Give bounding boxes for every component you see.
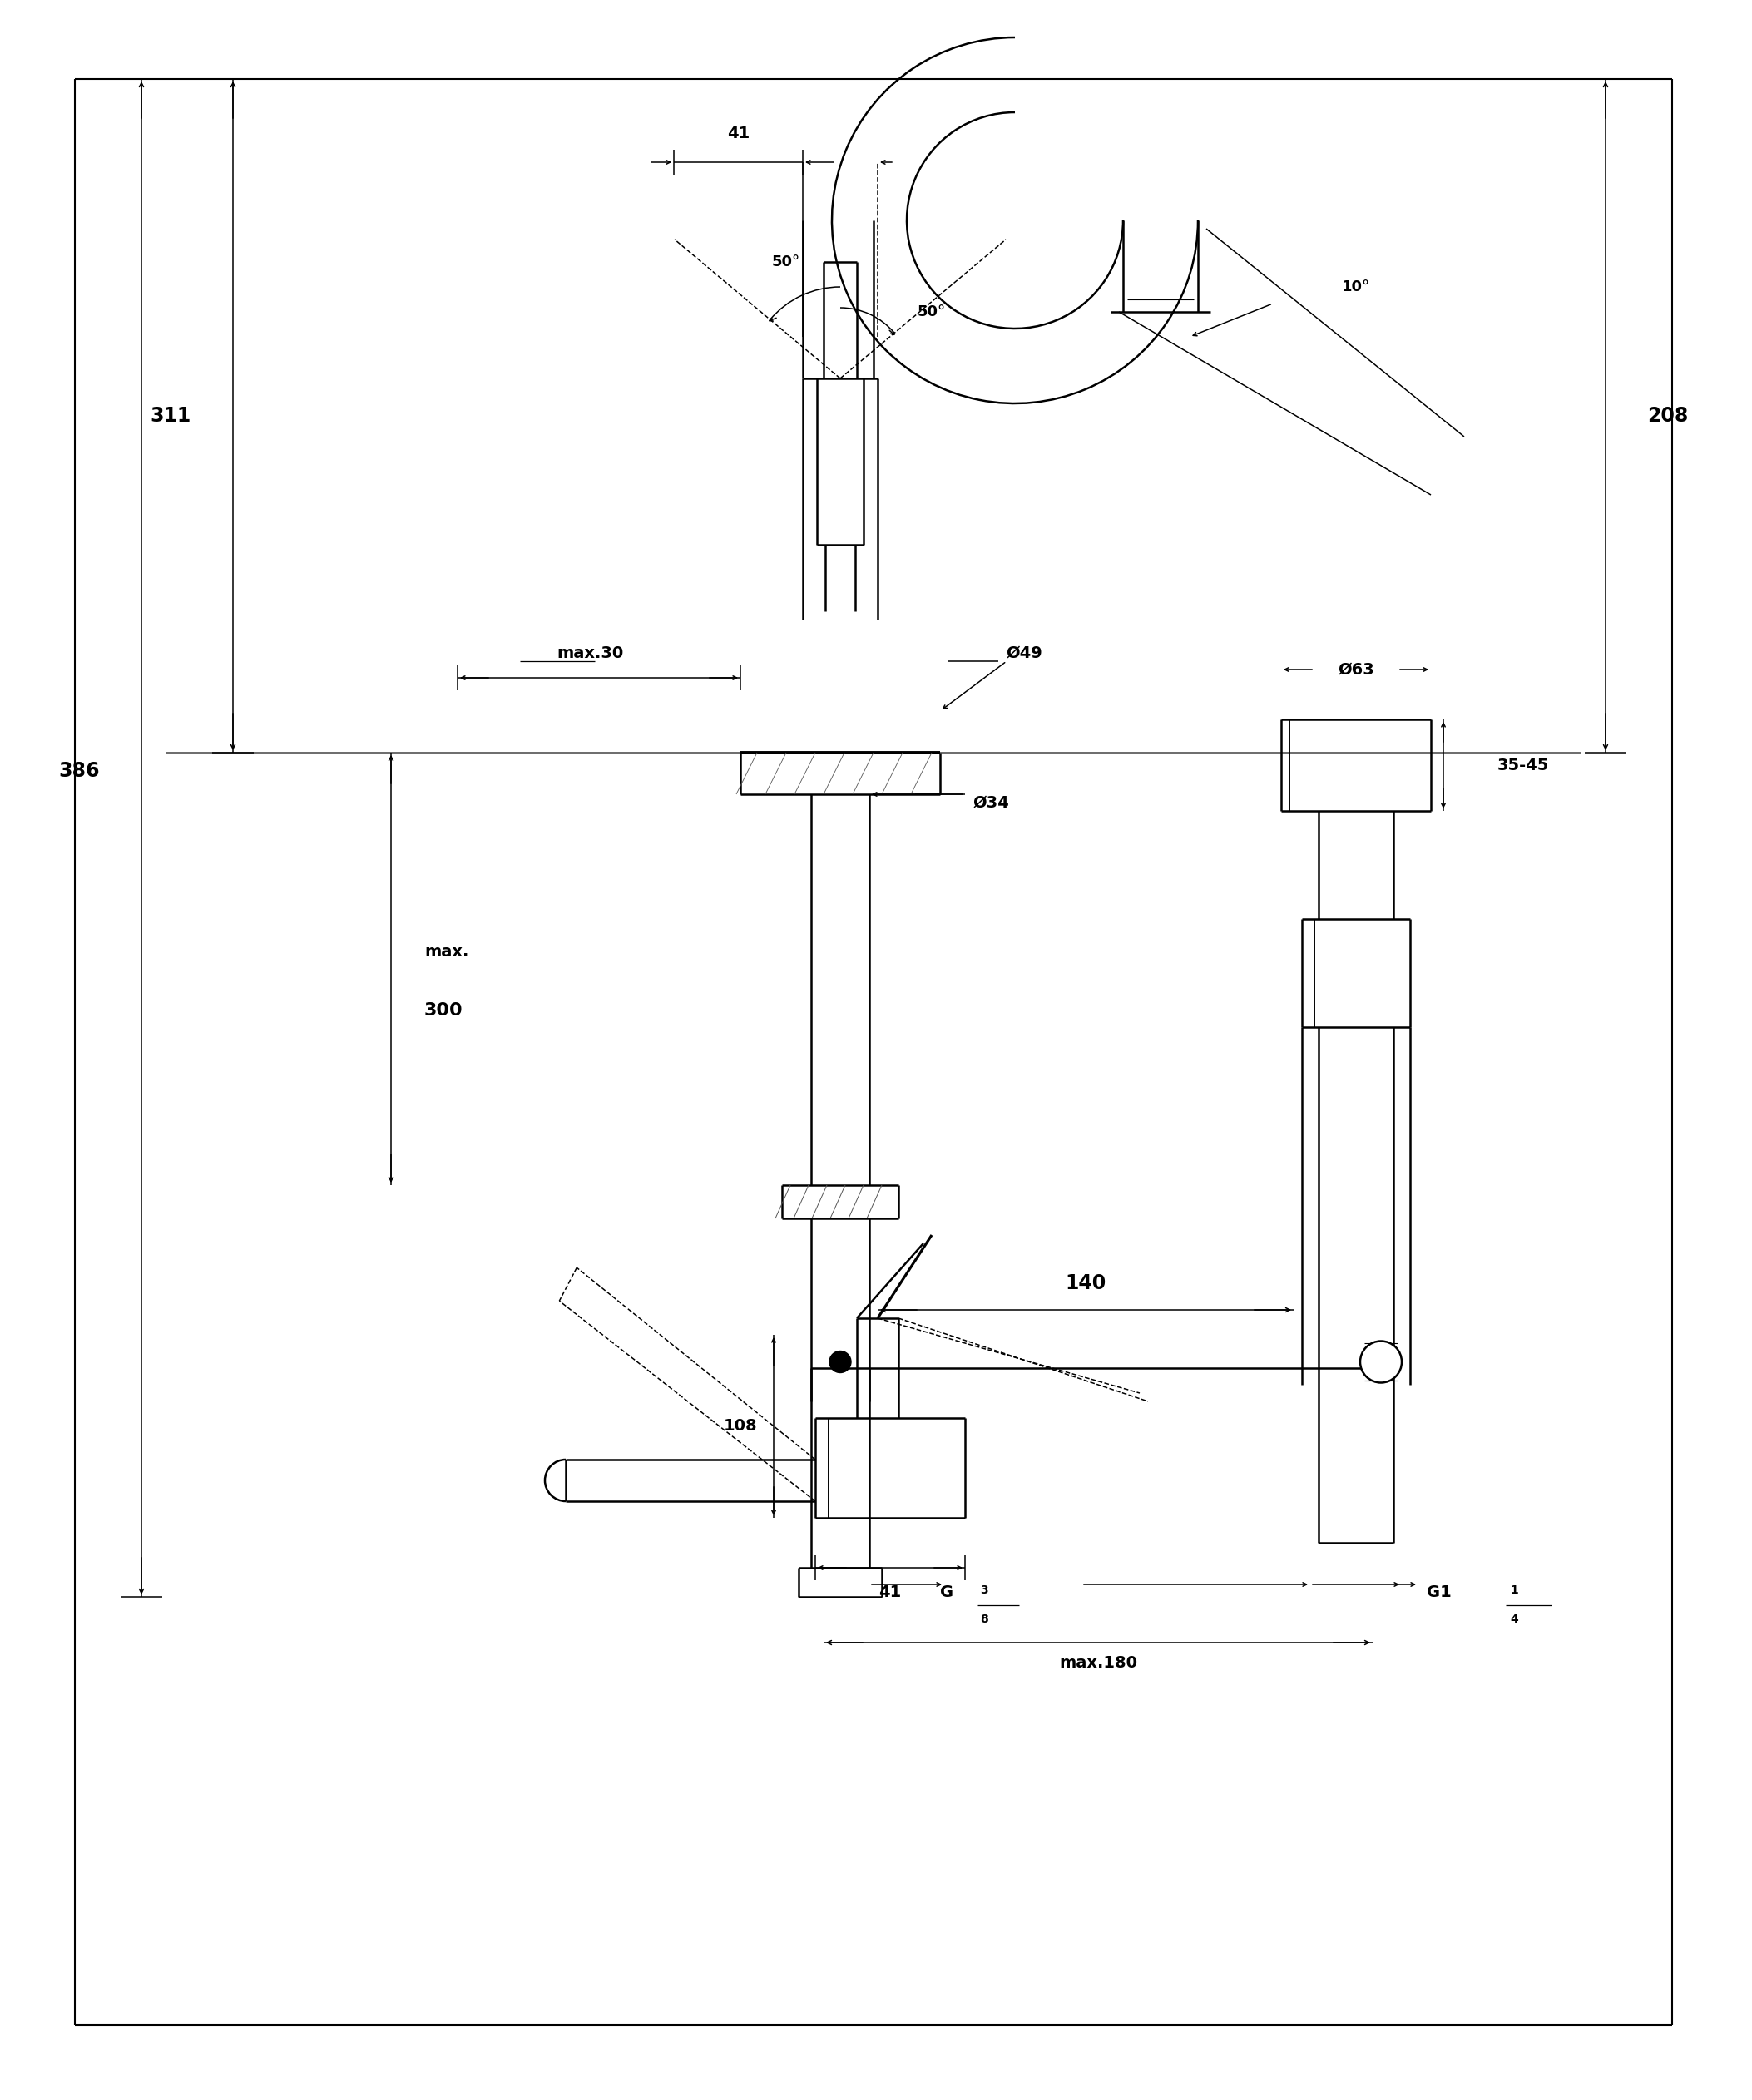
Text: max.: max. bbox=[424, 945, 470, 960]
Text: 8: 8 bbox=[979, 1613, 988, 1625]
Text: 10°: 10° bbox=[1342, 279, 1370, 294]
Text: 4: 4 bbox=[1510, 1613, 1517, 1625]
Text: G1: G1 bbox=[1426, 1583, 1451, 1600]
Text: 140: 140 bbox=[1065, 1273, 1106, 1294]
Circle shape bbox=[829, 1350, 851, 1373]
Text: 208: 208 bbox=[1647, 405, 1689, 426]
Text: 50°: 50° bbox=[918, 304, 946, 319]
Text: 108: 108 bbox=[724, 1418, 757, 1434]
Text: G: G bbox=[941, 1583, 953, 1600]
Text: 35-45: 35-45 bbox=[1498, 758, 1549, 773]
Text: 386: 386 bbox=[58, 762, 100, 781]
Text: 300: 300 bbox=[424, 1002, 463, 1018]
Text: Ø49: Ø49 bbox=[1007, 645, 1042, 662]
Text: 50°: 50° bbox=[773, 254, 801, 269]
Text: 3: 3 bbox=[979, 1583, 988, 1596]
Text: max.180: max.180 bbox=[1058, 1655, 1137, 1672]
Text: 1: 1 bbox=[1510, 1583, 1517, 1596]
Text: 41: 41 bbox=[727, 126, 750, 141]
Text: Ø63: Ø63 bbox=[1339, 662, 1374, 678]
Text: max.30: max.30 bbox=[557, 645, 624, 662]
Circle shape bbox=[1360, 1342, 1402, 1382]
Text: 311: 311 bbox=[151, 405, 191, 426]
Text: Ø34: Ø34 bbox=[974, 794, 1009, 811]
Text: 41: 41 bbox=[880, 1583, 902, 1600]
